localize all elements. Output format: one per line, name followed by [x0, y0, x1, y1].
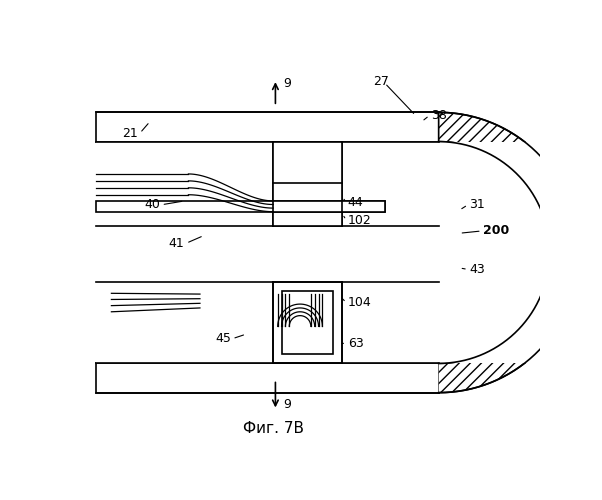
Bar	[273, 142, 343, 183]
Text: Фиг. 7В: Фиг. 7В	[243, 420, 303, 436]
Text: 38: 38	[431, 109, 447, 122]
Text: 9: 9	[283, 398, 291, 411]
Bar	[273, 183, 343, 226]
Bar	[96, 282, 273, 364]
Bar	[273, 142, 343, 226]
Bar	[343, 282, 542, 364]
Bar	[273, 282, 343, 364]
Text: 40: 40	[144, 198, 160, 211]
Bar	[273, 282, 343, 364]
Bar	[273, 142, 343, 183]
Bar	[96, 201, 385, 211]
Text: 200: 200	[483, 224, 509, 237]
Text: 41: 41	[169, 237, 185, 250]
PathPatch shape	[439, 112, 579, 392]
Text: 63: 63	[348, 337, 364, 350]
Bar	[343, 142, 542, 226]
Text: 104: 104	[348, 296, 371, 309]
Bar	[96, 364, 439, 392]
Text: 44: 44	[348, 196, 364, 209]
Text: 102: 102	[348, 214, 371, 226]
Text: 43: 43	[470, 263, 485, 276]
Bar	[273, 201, 385, 211]
Bar	[96, 142, 273, 226]
Bar	[282, 291, 333, 354]
Text: 31: 31	[470, 198, 485, 211]
Text: 27: 27	[373, 75, 389, 88]
Bar	[273, 183, 343, 226]
Text: 45: 45	[215, 332, 231, 345]
PathPatch shape	[96, 112, 579, 392]
Bar	[96, 112, 439, 142]
Bar	[96, 364, 439, 392]
Text: 21: 21	[123, 126, 138, 140]
Text: 9: 9	[283, 76, 291, 90]
Bar	[96, 112, 439, 142]
Bar	[96, 226, 439, 282]
